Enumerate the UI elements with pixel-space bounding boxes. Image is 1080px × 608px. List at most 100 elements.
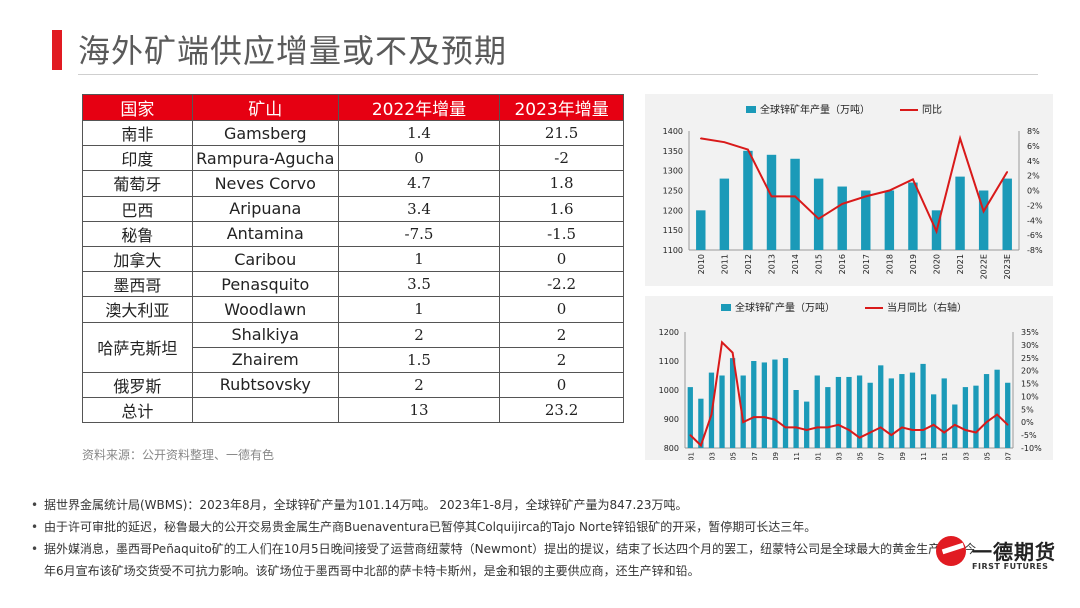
bullet-list: 据世界金属统计局(WBMS)：2023年8月，全球锌矿产量为101.14万吨。 …: [28, 494, 988, 582]
bar: [719, 178, 730, 250]
cell-2023: 23.2: [499, 397, 624, 424]
x-tick-label: 2013: [768, 254, 777, 274]
table-row: 墨西哥 Penasquito 3.5 -2.2: [82, 271, 624, 298]
table-row: 葡萄牙 Neves Corvo 4.7 1.8: [82, 170, 624, 197]
line-point: [805, 429, 808, 431]
company-logo: 一德期货 FIRST FUTURES: [936, 532, 1064, 582]
header-mine: 矿山: [191, 94, 339, 121]
y-tick-label: 900: [664, 415, 679, 424]
y-tick-label: 1150: [663, 226, 683, 235]
line-point: [774, 418, 776, 421]
y-tick-label: 1200: [663, 206, 683, 215]
legend-line-label: 当月同比（右轴）: [887, 301, 967, 314]
bar: [856, 375, 863, 448]
cell-mine: [191, 397, 339, 424]
y-tick-label: 1300: [663, 167, 683, 176]
bar: [729, 358, 736, 448]
x-tick-label: 2022-07: [878, 452, 886, 460]
cell-2022: 0: [337, 145, 501, 172]
cell-mine: Aripuana: [191, 195, 339, 222]
cell-mine: Rampura-Agucha: [191, 145, 339, 172]
cell-2023: 0: [499, 371, 624, 399]
cell-country: 巴西: [82, 195, 193, 222]
y2-tick-label: 6%: [1027, 142, 1040, 151]
x-tick-label: 2018: [885, 254, 894, 274]
bar: [696, 210, 706, 250]
bar: [1005, 382, 1011, 448]
bar: [846, 376, 852, 448]
cell-2022: 2: [337, 371, 501, 399]
line-point: [911, 429, 914, 431]
x-tick-label: 2021-09: [772, 452, 780, 460]
bar: [793, 390, 799, 448]
x-tick-label: 2016: [838, 254, 847, 274]
line-point: [841, 203, 844, 205]
legend-line-label: 同比: [922, 104, 942, 116]
y2-tick-label: 25%: [1021, 354, 1039, 363]
bar: [743, 150, 753, 250]
line-point: [794, 195, 796, 198]
line-point: [827, 426, 829, 429]
x-tick-label: 2022-03: [835, 452, 843, 460]
line-point: [710, 413, 713, 416]
x-tick-label: 2021-03: [708, 452, 716, 460]
cell-mine: Woodlawn: [191, 296, 339, 323]
x-tick-label: 2010: [697, 254, 706, 274]
y-tick-label: 1000: [659, 386, 679, 395]
line-point: [731, 351, 734, 354]
y-tick-label: 1100: [659, 357, 679, 366]
line-point: [747, 148, 749, 151]
line-point: [985, 421, 988, 424]
line-point: [922, 429, 924, 431]
cell-2023: -2.2: [499, 271, 624, 298]
cell-mine: Penasquito: [191, 271, 339, 298]
y2-tick-label: 2%: [1027, 172, 1040, 181]
bar: [837, 186, 847, 250]
cell-2022: 3.4: [337, 195, 501, 222]
cell-mine: Neves Corvo: [191, 170, 339, 197]
line-point: [1006, 171, 1009, 173]
cell-2023: 0: [499, 296, 624, 323]
cell-country: 秘鲁: [82, 220, 193, 247]
logo-text-en: FIRST FUTURES: [972, 562, 1049, 571]
y2-tick-label: 10%: [1021, 392, 1039, 401]
line-point: [837, 424, 840, 426]
x-tick-label: 2023-05: [984, 452, 992, 460]
cell-country: 哈萨克斯坦: [82, 321, 193, 373]
bar: [955, 176, 965, 250]
line-point: [699, 137, 702, 140]
x-tick-label: 2021-01: [687, 452, 695, 460]
bar: [687, 387, 693, 448]
bar: [751, 361, 757, 448]
monthly-chart-svg: 全球锌矿产量（万吨） 当月同比（右轴） 800 900 1000 1100 1200 35% 3…: [659, 301, 1042, 460]
cell-2023: -1.5: [499, 220, 624, 247]
y-tick-label: 1200: [659, 328, 679, 337]
line-point: [689, 434, 692, 436]
bar: [861, 190, 871, 250]
y-tick-label: 1250: [663, 187, 683, 196]
cell-mine: Rubtsovsky: [191, 371, 339, 399]
line-point: [912, 178, 914, 181]
cell-2023: 2: [499, 346, 624, 373]
bullet-item: 据外媒消息，墨西哥Peñaquito矿的工人们在10月5日晚间接受了运营商纽蒙特…: [28, 538, 988, 582]
legend-bar-label: 全球锌矿产量（万吨）: [735, 301, 835, 314]
line-point: [763, 416, 766, 418]
line-point: [964, 429, 967, 431]
y-tick-label: 1400: [663, 127, 683, 136]
x-tick-label: 2023-01: [941, 452, 949, 460]
bar: [978, 190, 989, 250]
legend-bar-label: 全球锌矿年产量（万吨）: [760, 103, 870, 116]
cell-mine: Antamina: [191, 220, 339, 247]
line-point: [770, 195, 773, 198]
y-tick-label: 1350: [663, 147, 683, 156]
table-row: 俄罗斯 Rubtsovsky 2 0: [82, 371, 624, 399]
x-tick-label: 2022-09: [899, 452, 907, 460]
y2-tick-label: 8%: [1027, 127, 1040, 136]
x-tick-label: 2017: [862, 254, 871, 274]
bar: [962, 387, 969, 448]
line-point: [795, 426, 797, 429]
line-point: [742, 421, 744, 424]
table-row: 哈萨克斯坦 Shalkiya 2 2: [82, 321, 624, 373]
mine-increment-table: 国家 矿山 2022年增量 2023年增量 南非 Gamsberg 1.4 21…: [82, 94, 624, 424]
y2-tick-label: 0%: [1027, 187, 1040, 196]
